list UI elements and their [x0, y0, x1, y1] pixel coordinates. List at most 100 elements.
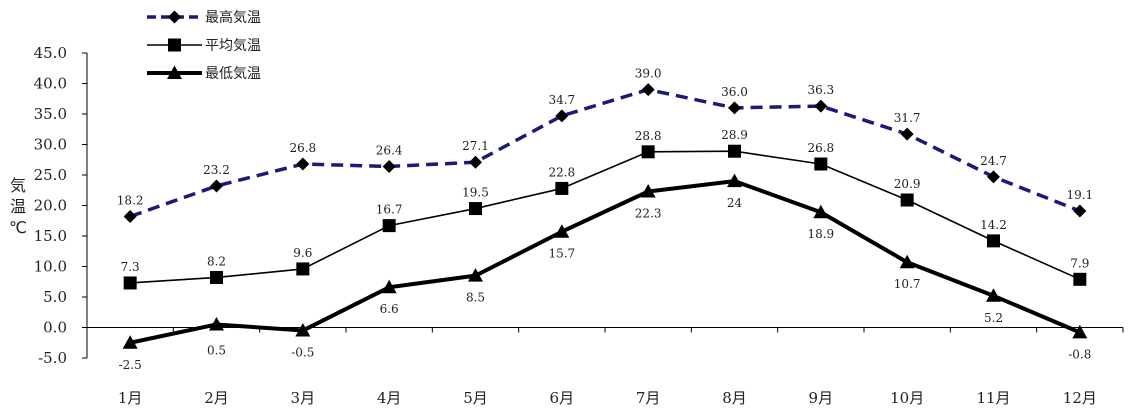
x-tick-label: 7月	[636, 389, 661, 407]
data-label: 31.7	[894, 111, 921, 125]
data-label: 10.7	[894, 277, 921, 291]
data-label: 22.3	[635, 206, 662, 220]
legend-square-marker	[168, 38, 181, 52]
square-marker	[296, 262, 310, 276]
series-line	[129, 87, 1081, 219]
x-tick-label: 12月	[1063, 389, 1097, 407]
data-label: 8.5	[466, 291, 485, 305]
legend-item-2: 平均気温	[147, 38, 261, 54]
series-line	[130, 150, 1081, 284]
y-tick-label: 40.0	[34, 75, 67, 93]
data-label: -0.8	[1068, 347, 1091, 361]
data-label: 28.8	[635, 129, 662, 143]
x-tick-label: 9月	[809, 389, 834, 407]
diamond-marker	[814, 99, 828, 113]
x-tick-label: 2月	[204, 389, 229, 407]
data-label-layer: 18.2 23.2 26.8 26.4 27.1 34.7 39.0 36.0 36.3 31.7…	[117, 67, 1093, 372]
series-line	[129, 179, 1081, 345]
square-marker	[900, 193, 914, 207]
data-label: 26.8	[289, 141, 316, 155]
data-label: 39.0	[635, 67, 662, 81]
y-axis-label-char: 温	[10, 197, 26, 216]
data-label: 16.7	[376, 203, 403, 217]
data-label: 7.9	[1070, 256, 1089, 270]
data-label: 24.7	[980, 154, 1007, 168]
y-tick-label: 5.0	[43, 288, 67, 306]
y-tick-label: 15.0	[34, 227, 67, 245]
data-label: 28.9	[721, 128, 748, 142]
data-label: -2.5	[119, 358, 142, 372]
legend-label: 最低気温	[205, 66, 261, 82]
diamond-marker	[900, 127, 914, 141]
legend-label: 最高気温	[205, 9, 261, 26]
square-marker	[469, 202, 482, 216]
diamond-marker	[469, 155, 482, 169]
triangle-marker	[209, 316, 224, 331]
triangle-marker	[295, 323, 311, 337]
x-tick-label: 3月	[291, 389, 316, 407]
diamond-marker	[1073, 204, 1087, 218]
legend-item-1: 最高気温	[147, 9, 261, 26]
data-label: 7.3	[121, 260, 140, 274]
data-label: 36.0	[721, 85, 748, 99]
y-tick-label: 0.0	[43, 319, 67, 337]
x-tick-labels: 1月 2月 3月 4月 5月 6月 7月 8月 9月 10月 11月 12月	[118, 389, 1097, 407]
x-tick-label: 6月	[550, 389, 575, 407]
data-label: 6.6	[380, 302, 399, 316]
data-label: 5.2	[984, 311, 1003, 325]
y-axis-label-char: ℃	[9, 218, 27, 237]
y-tick-label: -5.0	[38, 349, 67, 367]
triangle-marker	[813, 204, 829, 219]
data-label: 19.5	[462, 186, 489, 200]
data-label: 19.1	[1066, 188, 1093, 202]
y-tick-label: 20.0	[34, 197, 67, 215]
square-marker	[555, 181, 569, 195]
data-label: 8.2	[207, 254, 226, 268]
triangle-marker	[468, 268, 483, 282]
y-tick-label: 10.0	[34, 258, 67, 276]
series-1	[123, 83, 1087, 223]
diamond-marker	[123, 209, 137, 223]
data-label: 14.2	[980, 218, 1007, 232]
x-tick-label: 11月	[976, 389, 1010, 407]
legend-diamond-marker	[168, 10, 181, 24]
series-2	[123, 144, 1087, 290]
y-axis-label-char: 気	[10, 176, 26, 195]
diamond-marker	[210, 179, 223, 193]
diamond-marker	[987, 170, 1000, 184]
y-tick-label: 30.0	[34, 136, 67, 154]
legend-triangle-marker	[167, 65, 182, 79]
y-tick-labels: -5.0 0.0 5.0 10.0 15.0 20.0 25.0 30.0 35.0 40.0 45…	[34, 44, 67, 367]
triangle-marker	[381, 279, 397, 294]
data-label: 23.2	[203, 163, 230, 177]
square-marker	[382, 219, 396, 233]
square-marker	[641, 145, 655, 159]
diamond-marker	[296, 157, 310, 171]
triangle-marker	[727, 173, 742, 188]
data-label: 26.8	[807, 141, 834, 155]
diamond-marker	[555, 109, 569, 123]
data-label: 18.2	[117, 193, 144, 207]
data-label: 9.6	[293, 246, 312, 260]
data-label: 36.3	[807, 83, 834, 97]
x-tick-label: 1月	[118, 389, 143, 407]
triangle-marker	[899, 254, 915, 269]
data-label: 15.7	[548, 247, 575, 261]
triangle-marker	[640, 183, 656, 198]
square-marker	[123, 276, 137, 290]
data-label: 27.1	[462, 139, 489, 153]
chart-axes	[82, 52, 1124, 359]
square-marker	[1073, 272, 1087, 286]
square-marker	[728, 144, 741, 158]
y-tick-label: 25.0	[34, 166, 67, 184]
y-tick-label: 35.0	[34, 105, 67, 123]
diamond-marker	[641, 83, 655, 97]
x-tick-label: 10月	[890, 389, 924, 407]
diamond-marker	[382, 159, 396, 173]
x-tick-label: 8月	[722, 389, 747, 407]
square-marker	[814, 157, 828, 171]
triangle-marker	[554, 224, 570, 238]
data-label: 34.7	[548, 93, 575, 107]
